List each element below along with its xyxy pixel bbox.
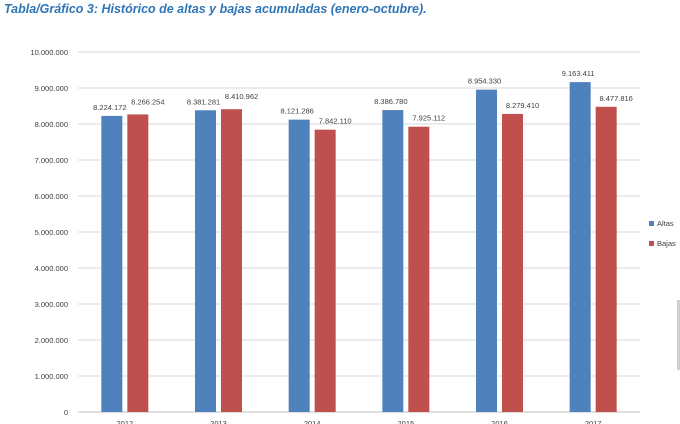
y-tick-label: 2.000.000 (35, 336, 68, 345)
y-tick-label: 4.000.000 (35, 264, 68, 273)
bar-bajas-2017 (595, 106, 617, 413)
bar-altas-2014 (288, 119, 310, 413)
data-label: 9.163.411 (562, 69, 595, 78)
bar-bajas-2012 (127, 114, 149, 412)
data-label: 8.224.172 (93, 103, 126, 112)
chart-title: Tabla/Gráfico 3: Histórico de altas y ba… (4, 2, 427, 16)
x-tick-label: 2012 (116, 419, 133, 424)
legend-label-altas: Altas (657, 219, 674, 228)
data-label: 8.954.330 (468, 77, 501, 86)
bar-altas-2017 (569, 82, 591, 413)
data-label: 8.381.281 (187, 97, 220, 106)
legend-swatch-bajas (649, 241, 654, 246)
x-tick-label: 2015 (397, 419, 414, 424)
legend-label-bajas: Bajas (657, 239, 676, 248)
scrollbar-edge[interactable] (677, 300, 680, 370)
legend: Altas Bajas (649, 219, 676, 248)
y-tick-label: 7.000.000 (35, 156, 68, 165)
bar-altas-2015 (382, 110, 404, 412)
data-label: 8.477.816 (599, 94, 632, 103)
x-tick-label: 2016 (491, 419, 508, 424)
y-tick-label: 0 (64, 408, 68, 417)
legend-swatch-altas (649, 221, 654, 226)
y-axis-ticks: 0 1.000.000 2.000.000 3.000.000 4.000.000 5.0… (30, 48, 68, 417)
data-label: 8.121.286 (280, 107, 313, 116)
x-tick-label: 2014 (304, 419, 321, 424)
x-tick-label: 2017 (585, 419, 602, 424)
data-label: 8.266.254 (131, 97, 164, 106)
y-tick-label: 3.000.000 (35, 300, 68, 309)
y-tick-label: 6.000.000 (35, 192, 68, 201)
bars (101, 82, 617, 413)
y-tick-label: 1.000.000 (35, 372, 68, 381)
bar-bajas-2013 (221, 109, 242, 412)
bar-chart: 0 1.000.000 2.000.000 3.000.000 4.000.000 5.0… (30, 48, 676, 424)
data-label: 8.386.780 (374, 97, 407, 106)
bar-altas-2013 (195, 110, 216, 412)
data-label: 8.410.962 (225, 92, 258, 101)
y-tick-label: 10.000.000 (30, 48, 68, 57)
bar-altas-2012 (101, 115, 123, 412)
data-label: 7.925.112 (412, 114, 445, 123)
bar-bajas-2014 (314, 129, 336, 413)
bar-bajas-2015 (408, 126, 430, 412)
data-labels: 8.224.172 8.266.254 8.381.281 8.410.962 8.12… (93, 69, 633, 126)
y-tick-label: 5.000.000 (35, 228, 68, 237)
y-tick-label: 8.000.000 (35, 120, 68, 129)
y-tick-label: 9.000.000 (35, 84, 68, 93)
bar-altas-2016 (476, 89, 497, 413)
data-label: 7.842.110 (319, 117, 352, 126)
gridlines (78, 51, 640, 413)
x-axis-ticks: 2012 2013 2014 2015 2016 2017 (116, 419, 601, 424)
chart-area: 0 1.000.000 2.000.000 3.000.000 4.000.000 5.0… (0, 32, 680, 424)
bar-bajas-2016 (502, 113, 523, 413)
data-label: 8.279.410 (506, 101, 539, 110)
x-tick-label: 2013 (210, 419, 227, 424)
